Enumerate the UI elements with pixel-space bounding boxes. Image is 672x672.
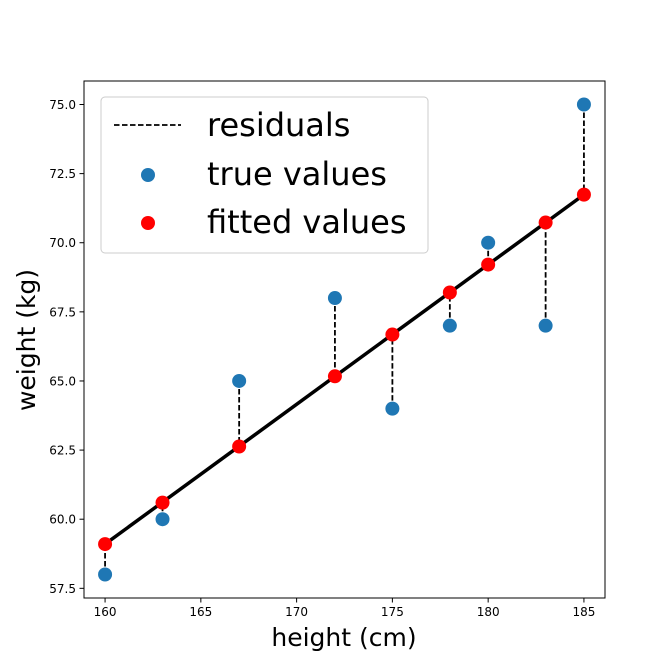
true-value-point <box>576 97 591 112</box>
y-tick-label: 60.0 <box>49 513 76 527</box>
x-tick-label: 160 <box>94 605 117 619</box>
legend-fitted-values-swatch <box>141 216 155 230</box>
y-tick-label: 72.5 <box>49 167 76 181</box>
true-value-point <box>538 318 553 333</box>
fitted-value-point <box>576 187 591 202</box>
y-tick-label: 62.5 <box>49 444 76 458</box>
legend-residuals-label: residuals <box>207 106 350 144</box>
fitted-value-point <box>538 215 553 230</box>
true-value-point <box>442 318 457 333</box>
x-axis: 160 165 170 175 180 185 <box>94 598 595 619</box>
x-tick-label: 175 <box>381 605 404 619</box>
y-tick-label: 57.5 <box>49 582 76 596</box>
fit-line <box>104 193 585 546</box>
fitted-value-point <box>481 257 496 272</box>
plot-frame <box>83 80 606 599</box>
legend-true-values-label: true values <box>207 155 387 193</box>
true-value-point <box>385 401 400 416</box>
fitted-value-point <box>327 369 342 384</box>
y-tick-label: 75.0 <box>49 98 76 112</box>
fitted-value-point <box>155 495 170 510</box>
x-tick-label: 180 <box>477 605 500 619</box>
legend-box <box>100 96 429 254</box>
y-axis-title: weight (kg) <box>12 269 41 411</box>
true-value-point <box>481 235 496 250</box>
legend-true-values-swatch <box>141 168 155 182</box>
y-tick-label: 70.0 <box>49 236 76 250</box>
true-value-point <box>327 291 342 306</box>
y-axis: 57.5 60.0 62.5 65.0 67.5 70.0 72.5 75.0 <box>49 98 84 596</box>
x-tick-label: 165 <box>189 605 212 619</box>
legend-fitted-values-label: fitted values <box>207 203 407 241</box>
y-tick-label: 65.0 <box>49 374 76 388</box>
x-tick-label: 185 <box>572 605 595 619</box>
y-tick-label: 67.5 <box>49 305 76 319</box>
true-value-point <box>155 512 170 527</box>
fitted-value-point <box>98 537 113 552</box>
fitted-value-point <box>385 327 400 342</box>
x-tick-label: 170 <box>285 605 308 619</box>
x-axis-title: height (cm) <box>271 623 416 652</box>
true-value-point <box>98 567 113 582</box>
plot-area <box>98 97 591 582</box>
true-value-point <box>232 373 247 388</box>
fitted-value-point <box>442 285 457 300</box>
fitted-value-point <box>232 439 247 454</box>
legend: residuals true values fitted values <box>100 96 429 254</box>
